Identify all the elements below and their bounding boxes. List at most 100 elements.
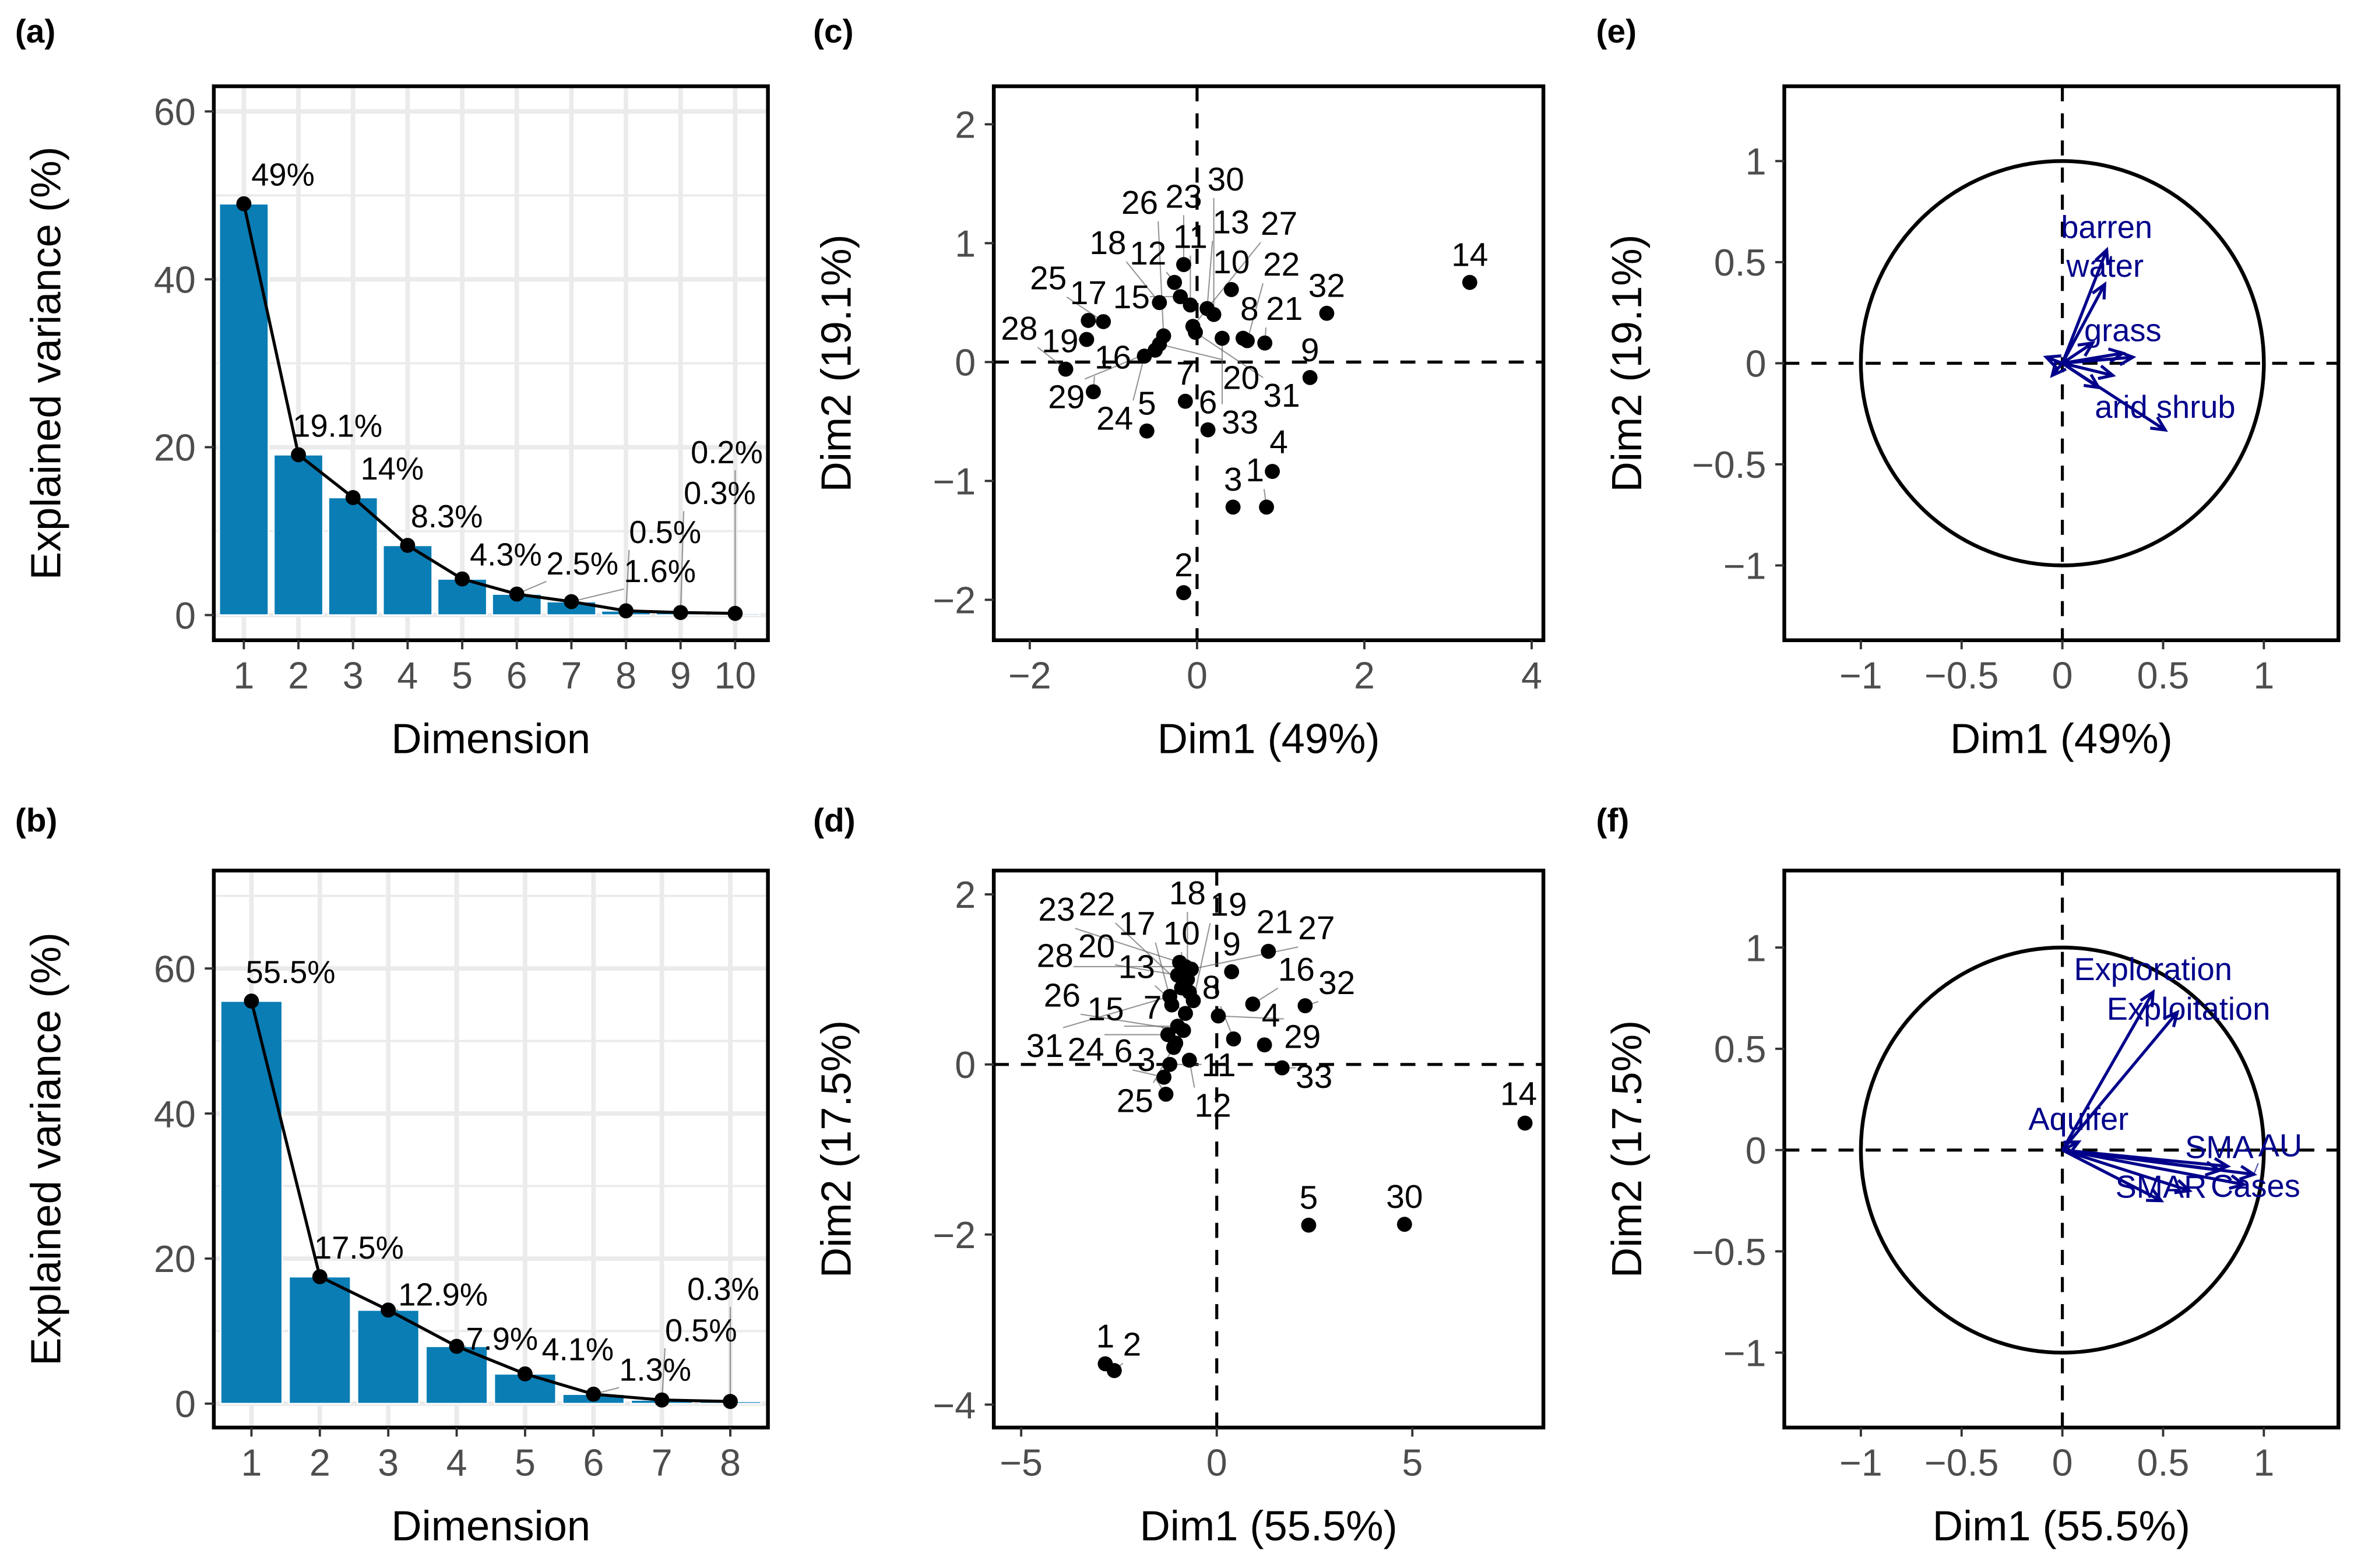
arrow-head (2083, 373, 2102, 390)
panel-e: (e) barren water grass arid shrub −1 −0.5 0 0.5 1… (1596, 13, 2341, 763)
data-point (1177, 393, 1193, 409)
y-tick-label: 0 (955, 342, 976, 384)
x-tick-label: −0.5 (1924, 1442, 1999, 1484)
label-leader-line (680, 511, 685, 613)
point-label: 11 (1173, 219, 1208, 256)
point-label: 10 (1163, 915, 1200, 952)
arrow-head (2149, 416, 2168, 432)
point-label: 21 (1266, 291, 1303, 327)
point-label: 7 (1176, 356, 1195, 393)
variable-arrow (2061, 249, 2109, 364)
data-point (1106, 1363, 1122, 1379)
point-label: 9 (1222, 926, 1241, 963)
arrow-head (2140, 989, 2155, 1007)
arrow-head (2163, 1009, 2180, 1028)
point-label: 8 (1202, 970, 1221, 1006)
data-point (1302, 369, 1318, 385)
data-point (1215, 330, 1230, 346)
y-tick-label: 40 (154, 1093, 196, 1135)
data-point (1226, 1031, 1241, 1046)
label-leader-line (1206, 241, 1213, 309)
y-axis-title: Dim2 (19.1%) (1604, 234, 1651, 492)
data-point (1517, 1115, 1533, 1131)
data-label: 19.1% (293, 408, 382, 443)
y-axis-title: Explained variance (%) (23, 932, 69, 1366)
data-point (381, 1302, 396, 1318)
data-label: 14% (361, 452, 424, 487)
data-point (654, 1392, 670, 1408)
point-label: 6 (1114, 1033, 1133, 1070)
y-tick-label: 20 (154, 1238, 196, 1280)
x-tick-label: 6 (506, 654, 527, 696)
point-label: 30 (1208, 161, 1244, 198)
point-label: 27 (1298, 910, 1335, 947)
data-point (618, 603, 634, 619)
point-label: 5 (1300, 1180, 1318, 1217)
data-point (1148, 343, 1163, 358)
data-label: 0.5% (629, 515, 701, 550)
point-label: 31 (1263, 378, 1300, 414)
x-axis-title: Dimension (391, 716, 590, 763)
point-label: 10 (1213, 244, 1250, 281)
point-label: 12 (1130, 235, 1166, 272)
data-point (236, 196, 252, 212)
variable-arrow (2061, 991, 2155, 1151)
data-point (1079, 332, 1095, 347)
x-axis-title: Dim1 (49%) (1950, 716, 2173, 763)
point-label: 20 (1223, 360, 1259, 396)
point-label: 17 (1118, 906, 1155, 943)
data-point (244, 993, 259, 1009)
point-label: 25 (1117, 1083, 1153, 1119)
data-point (1223, 281, 1239, 297)
variable-label: arid shrub (2095, 390, 2235, 425)
data-point (1162, 989, 1178, 1004)
label-leader-line (571, 588, 624, 602)
arrow-head (2043, 354, 2061, 369)
x-tick-label: 1 (2253, 1442, 2274, 1484)
label-leader-line (1247, 283, 1264, 341)
data-point (723, 1394, 738, 1410)
data-point (1162, 1056, 1178, 1072)
arrow-head (2229, 1174, 2247, 1190)
label-leader-line (625, 549, 630, 611)
point-label: 18 (1169, 875, 1206, 912)
data-point (1200, 422, 1216, 438)
arrow-head (2174, 1179, 2193, 1195)
point-label: 4 (1262, 998, 1280, 1034)
label-leader-line (1192, 923, 1211, 1001)
panel-a: (a) 49% 19.1% 14% 8.3%4.3% 2.5% 1.6% 0.5% 0.3% 0.… (15, 13, 770, 763)
arrow-head (2077, 341, 2096, 357)
correlation-circle (1859, 159, 2266, 568)
data-point (1176, 1023, 1191, 1038)
x-tick-label: 5 (1402, 1442, 1423, 1484)
variable-label: grass (2084, 313, 2162, 348)
bar (220, 1000, 283, 1405)
y-tick-label: 60 (154, 948, 196, 990)
variable-label: Exploitation (2107, 992, 2270, 1027)
data-point (727, 605, 743, 621)
leader-lines (2253, 1162, 2259, 1175)
arrow-head (2118, 350, 2137, 367)
y-axis-title: Dim2 (17.5%) (814, 1020, 860, 1278)
bar (328, 496, 379, 616)
label-leader-line (1218, 1015, 1285, 1020)
point-label: 1 (1096, 1319, 1115, 1355)
point-label: 24 (1096, 400, 1133, 437)
data-label: 49% (251, 158, 315, 193)
bar (357, 1309, 420, 1405)
y-tick-label: 0.5 (1714, 242, 1767, 284)
x-tick-label: 0 (1187, 654, 1208, 696)
variable-label: Cases (2211, 1169, 2300, 1204)
correlation-circle (1859, 945, 2266, 1355)
data-point (1225, 499, 1241, 515)
x-tick-label: 2 (1354, 654, 1375, 696)
y-tick-label: 0.5 (1714, 1028, 1767, 1070)
point-label: 9 (1301, 332, 1320, 369)
data-point (1462, 274, 1477, 290)
x-tick-label: 5 (515, 1442, 536, 1484)
point-label: 22 (1263, 246, 1300, 283)
point-label: 14 (1500, 1076, 1537, 1112)
x-tick-label: 9 (670, 654, 691, 696)
